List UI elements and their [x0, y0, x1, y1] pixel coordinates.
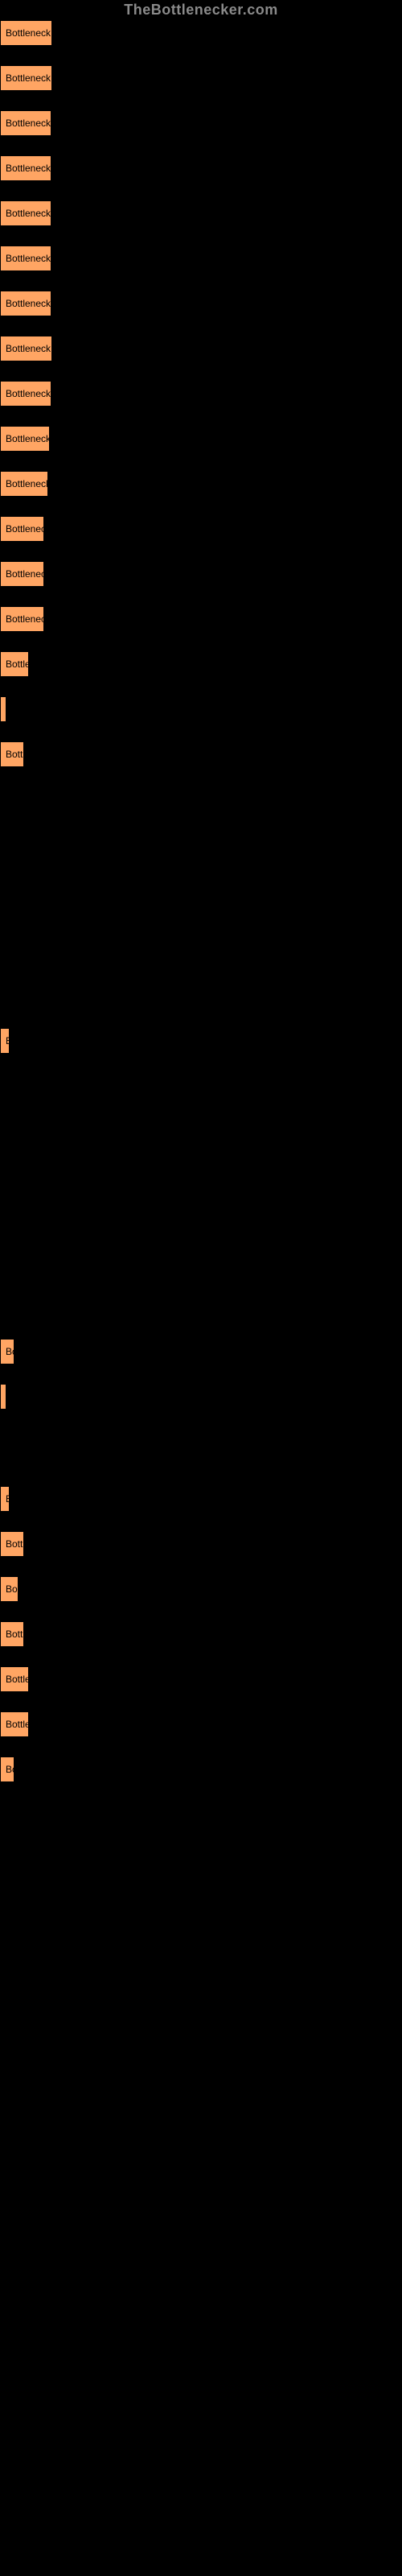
- bar-label: Bott: [6, 1629, 23, 1640]
- bar-label: Bottleneck res: [6, 72, 52, 84]
- chart-bar: B: [0, 1486, 10, 1512]
- bar-label: Bo: [6, 1583, 18, 1595]
- bar-label: Bottleneck re: [6, 118, 51, 129]
- bar-label: Bottleneck: [6, 613, 44, 625]
- bar-label: Bottle: [6, 1674, 29, 1685]
- chart-bar: Bott: [0, 741, 24, 767]
- bar-row: Bottleneck: [0, 516, 402, 542]
- chart-bar: Bottleneck r: [0, 426, 50, 452]
- bar-label: Bo: [6, 1764, 14, 1775]
- chart-bar: Bottleneck: [0, 561, 44, 587]
- chart-bar: Bottleneck res: [0, 336, 52, 361]
- bar-row: B: [0, 1028, 402, 1054]
- bar-label: Bottleneck re: [6, 253, 51, 264]
- bar-row: Bottle: [0, 651, 402, 677]
- bar-label: Bottleneck res: [6, 343, 52, 354]
- bar-label: Bo: [6, 1346, 14, 1357]
- bar-label: Bottleneck re: [6, 208, 51, 219]
- bar-row: Bottleneck re: [0, 200, 402, 226]
- chart-bar: Bottleneck re: [0, 381, 51, 407]
- chart-bar: [0, 696, 6, 722]
- bar-row: Bo: [0, 1339, 402, 1364]
- bar-row: Bo: [0, 1576, 402, 1602]
- bar-row: [0, 786, 402, 1028]
- chart-bar: Bottleneck re: [0, 110, 51, 136]
- bar-label: Bottleneck: [6, 523, 44, 535]
- bar-label: Bottleneck re: [6, 298, 51, 309]
- bar-row: Bo: [0, 1757, 402, 1782]
- bar-row: Bottleneck r: [0, 426, 402, 452]
- bar-label: Bottleneck re: [6, 163, 51, 174]
- chart-bar: Bo: [0, 1339, 14, 1364]
- bar-label: Bottleneck re: [6, 388, 51, 399]
- bar-row: [0, 1073, 402, 1339]
- chart-bar: Bottleneck: [0, 471, 48, 497]
- bar-row: B: [0, 1486, 402, 1512]
- chart-bar: Bottleneck re: [0, 200, 51, 226]
- chart-bar: Bott: [0, 1531, 24, 1557]
- chart-bar: Bott: [0, 1621, 24, 1647]
- chart-bar: Bottleneck res: [0, 65, 52, 91]
- chart-bar: Bo: [0, 1757, 14, 1782]
- bar-row: Bottleneck res: [0, 65, 402, 91]
- bar-row: Bottleneck re: [0, 291, 402, 316]
- bar-label: B: [6, 1493, 10, 1505]
- chart-bar: Bottle: [0, 651, 29, 677]
- bar-label: Bottleneck: [6, 568, 44, 580]
- bar-label: Bottleneck res: [6, 27, 52, 39]
- site-header: TheBottlenecker.com: [0, 0, 402, 20]
- bar-row: Bottleneck: [0, 471, 402, 497]
- bar-row: [0, 1384, 402, 1410]
- bar-row: Bottleneck: [0, 606, 402, 632]
- chart-bar: Bottle: [0, 1666, 29, 1692]
- bar-row: Bottleneck res: [0, 336, 402, 361]
- chart-bar: Bo: [0, 1576, 18, 1602]
- bar-row: Bottleneck res: [0, 20, 402, 46]
- chart-bar: Bottleneck res: [0, 20, 52, 46]
- chart-bar: Bottleneck: [0, 606, 44, 632]
- bar-chart: Bottleneck res Bottleneck res Bottleneck r…: [0, 20, 402, 1782]
- bar-row: Bottleneck re: [0, 155, 402, 181]
- chart-bar: Bottleneck re: [0, 155, 51, 181]
- bar-row: Bottleneck re: [0, 246, 402, 271]
- bar-label: Bottle: [6, 1719, 29, 1730]
- bar-row: Bottleneck re: [0, 381, 402, 407]
- chart-bar: [0, 1384, 6, 1410]
- bar-row: Bottle: [0, 1711, 402, 1737]
- chart-bar: Bottleneck: [0, 516, 44, 542]
- bar-row: Bottle: [0, 1666, 402, 1692]
- bar-label: Bottleneck r: [6, 433, 50, 444]
- bar-label: Bott: [6, 1538, 23, 1550]
- bar-row: Bottleneck: [0, 561, 402, 587]
- bar-label: Bott: [6, 749, 23, 760]
- bar-row: Bottleneck re: [0, 110, 402, 136]
- bar-row: Bott: [0, 741, 402, 767]
- chart-bar: Bottleneck re: [0, 291, 51, 316]
- chart-bar: Bottleneck re: [0, 246, 51, 271]
- bar-label: Bottle: [6, 658, 29, 670]
- bar-label: Bottleneck: [6, 478, 48, 489]
- chart-bar: Bottle: [0, 1711, 29, 1737]
- bar-row: [0, 696, 402, 722]
- bar-row: Bott: [0, 1531, 402, 1557]
- bar-row: Bott: [0, 1621, 402, 1647]
- bar-label: B: [6, 1035, 10, 1046]
- chart-bar: B: [0, 1028, 10, 1054]
